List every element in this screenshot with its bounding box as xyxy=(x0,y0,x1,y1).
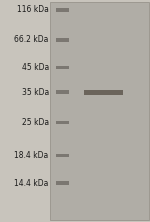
Bar xyxy=(56,8,69,12)
Bar xyxy=(56,181,69,185)
Text: 25 kDa: 25 kDa xyxy=(22,118,49,127)
Bar xyxy=(56,121,69,124)
Text: 45 kDa: 45 kDa xyxy=(21,63,49,72)
Text: 35 kDa: 35 kDa xyxy=(21,88,49,97)
Bar xyxy=(56,90,69,94)
Bar xyxy=(56,66,69,69)
Bar xyxy=(50,2,148,220)
Text: 14.4 kDa: 14.4 kDa xyxy=(14,179,49,188)
Bar xyxy=(56,154,69,157)
Text: 18.4 kDa: 18.4 kDa xyxy=(15,151,49,160)
Text: 116 kDa: 116 kDa xyxy=(17,6,49,14)
Text: 66.2 kDa: 66.2 kDa xyxy=(14,36,49,44)
Bar xyxy=(56,38,69,42)
Bar xyxy=(84,90,123,95)
